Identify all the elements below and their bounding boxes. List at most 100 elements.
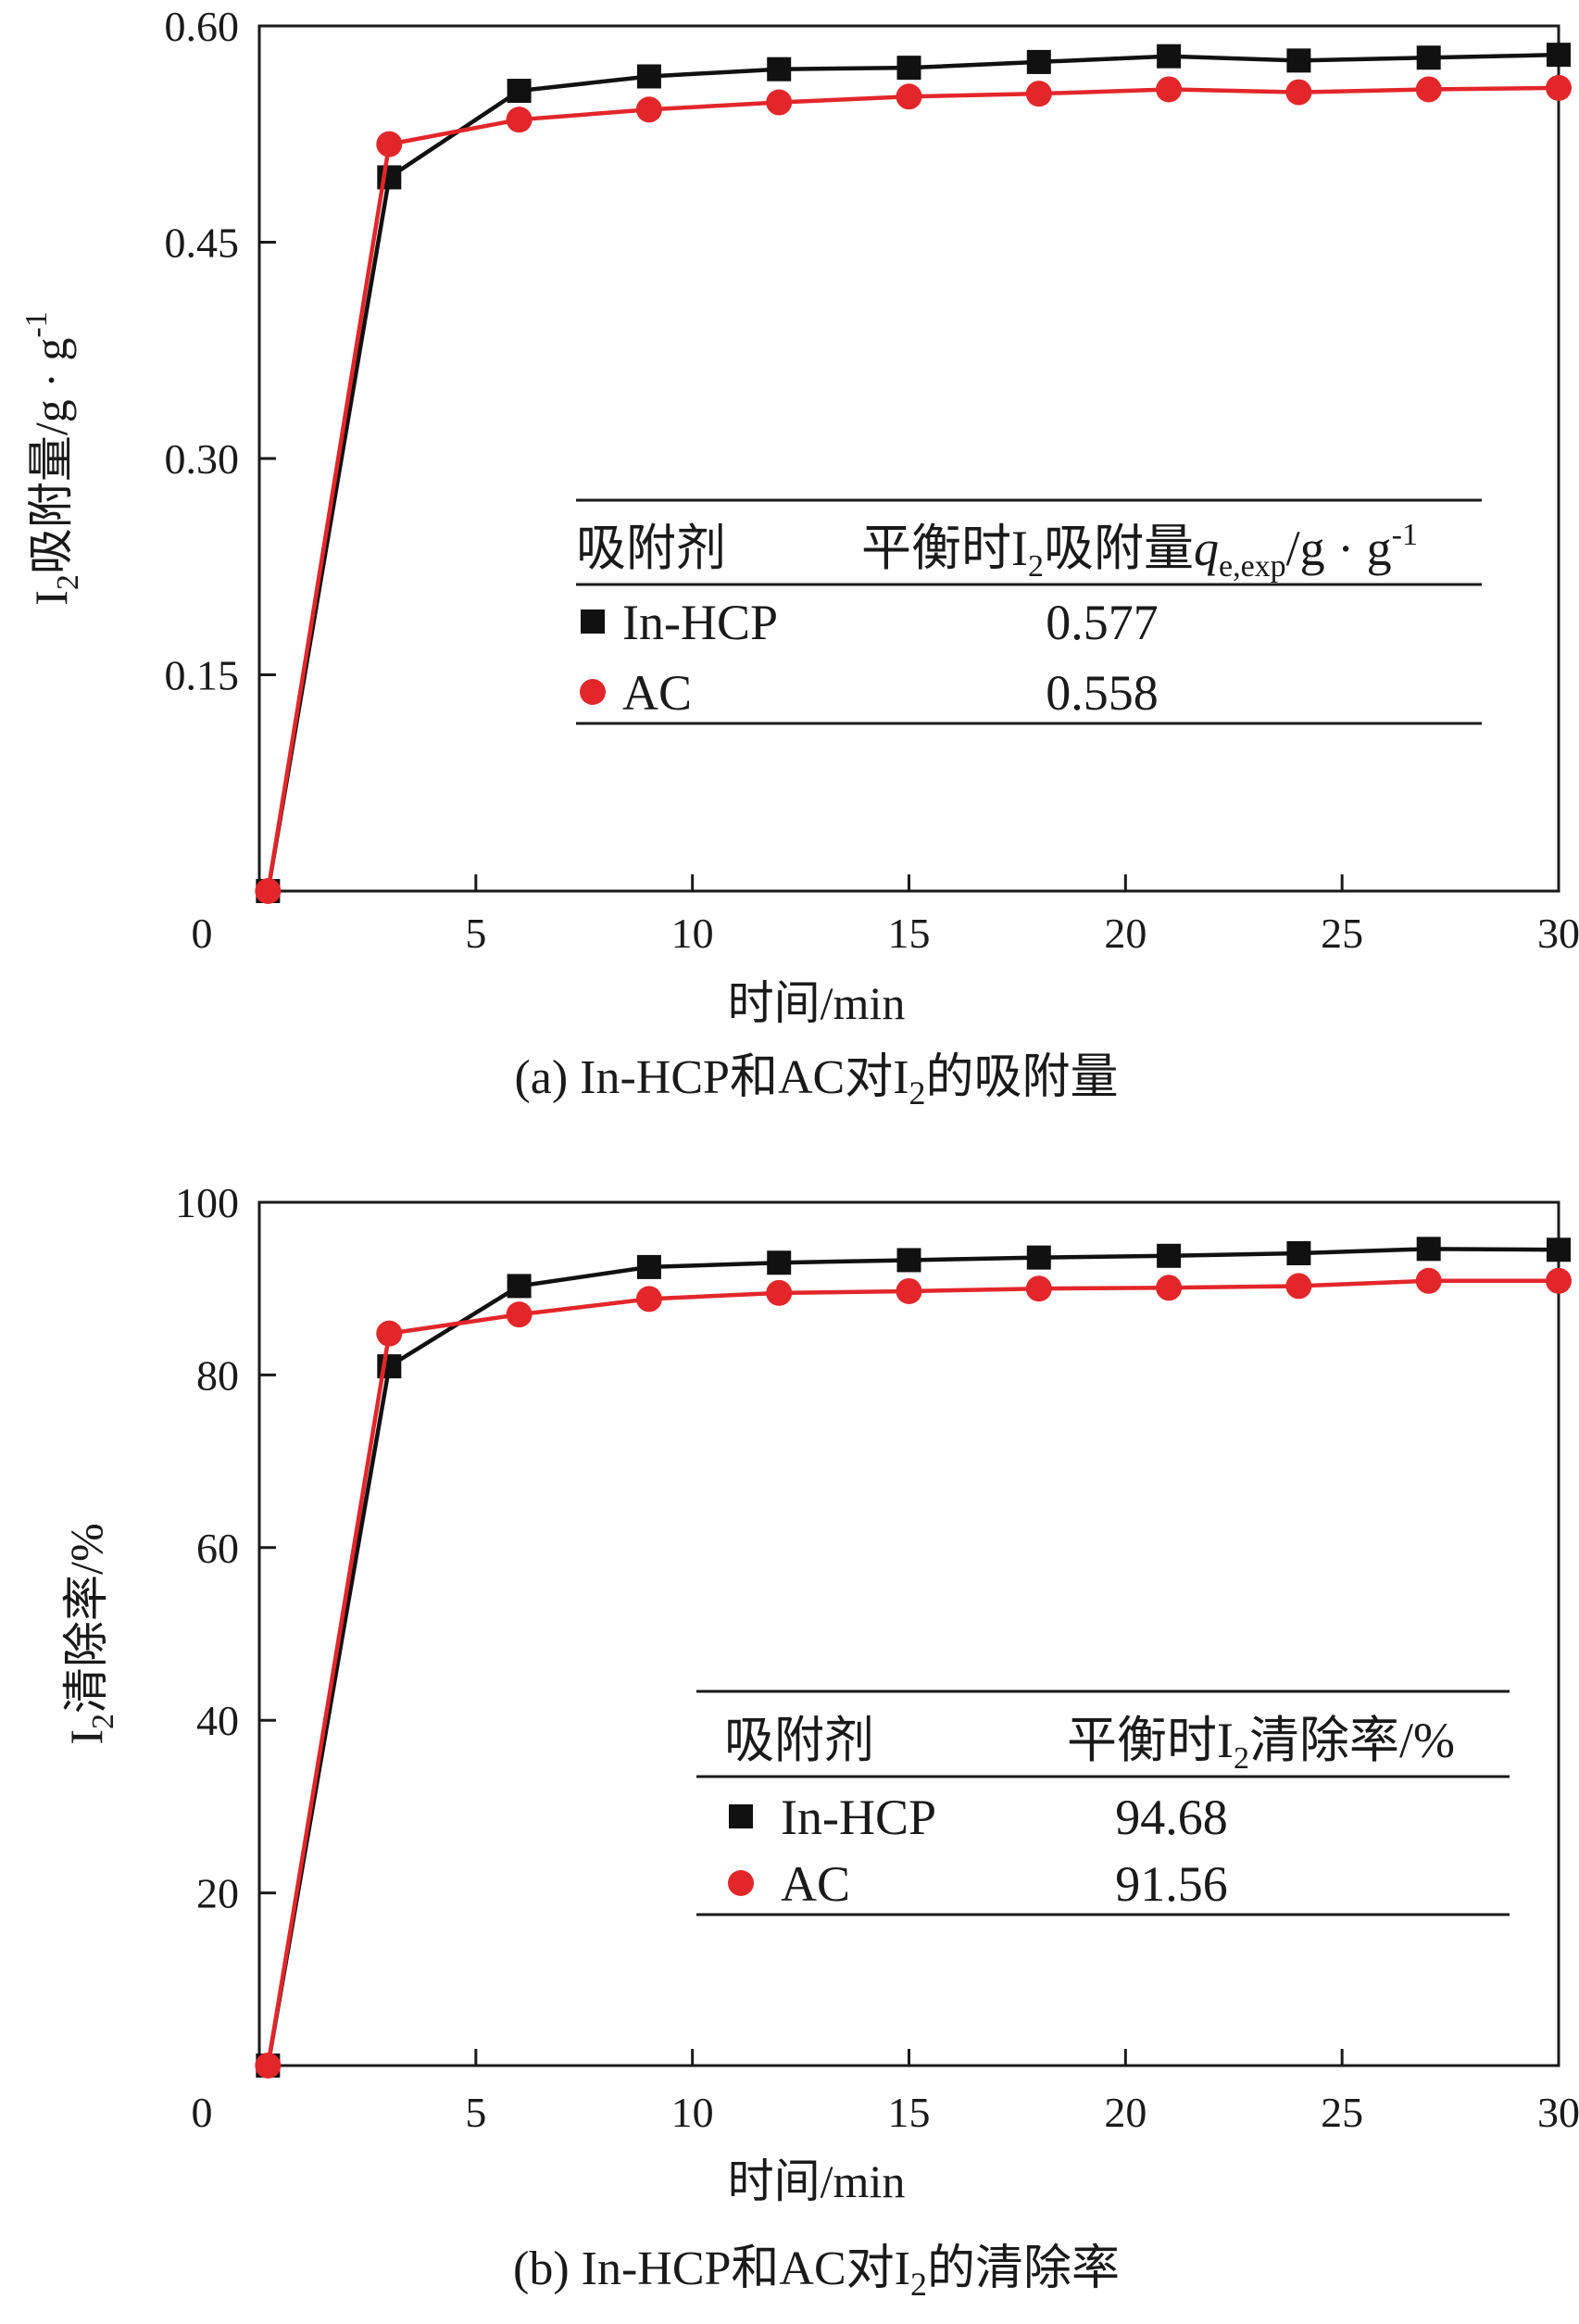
series-in-hcp xyxy=(256,1237,1571,2078)
figure-caption: (a) In-HCP和AC对I2的吸附量 xyxy=(514,1051,1118,1112)
data-point xyxy=(1026,1245,1051,1270)
data-point xyxy=(635,96,662,123)
x-tick-label: 30 xyxy=(1537,2089,1579,2136)
x-tick-label: 30 xyxy=(1537,910,1579,957)
data-point xyxy=(1285,1273,1312,1300)
x-tick-label: 25 xyxy=(1321,910,1363,957)
y-tick-label: 60 xyxy=(196,1525,239,1572)
plot-frame xyxy=(257,1200,1560,2067)
series-line xyxy=(266,1247,1560,2066)
series-line xyxy=(266,1278,1559,2066)
series-line xyxy=(266,52,1560,892)
legend-row-value: 91.56 xyxy=(1115,1856,1228,1912)
data-point xyxy=(1026,49,1051,74)
data-point xyxy=(896,83,922,110)
legend-row-name: In-HCP xyxy=(622,595,778,650)
data-point xyxy=(1416,1237,1441,1262)
y-tick-label: 40 xyxy=(196,1697,239,1744)
legend-header-left: 吸附剂 xyxy=(724,1713,874,1768)
x-axis-title: 时间/min xyxy=(728,977,906,1029)
legend-marker-square xyxy=(729,1804,753,1828)
data-point xyxy=(1546,1267,1572,1294)
data-point xyxy=(376,1320,403,1347)
data-point xyxy=(255,2053,282,2079)
data-point xyxy=(1416,45,1441,70)
legend-row-value: 94.68 xyxy=(1115,1790,1228,1845)
data-point xyxy=(507,1274,532,1299)
data-point xyxy=(1025,1275,1052,1302)
series-line xyxy=(266,85,1560,892)
legend-row-name: AC xyxy=(781,1856,850,1912)
data-point xyxy=(766,1279,793,1306)
series-in-hcp xyxy=(256,43,1571,903)
series-ac xyxy=(255,74,1572,904)
legend-header-right: 平衡时I2清除率/% xyxy=(1067,1713,1455,1776)
data-point xyxy=(635,1286,662,1313)
y-tick-label: 100 xyxy=(175,1179,239,1226)
data-point xyxy=(1157,1243,1182,1268)
origin-label: 0 xyxy=(192,910,213,957)
legend-table: 吸附剂 平衡时I2吸附量qe,exp/g · g-1 In-HCP 0.577 AC 0.… xyxy=(576,498,1482,725)
data-point xyxy=(896,1277,922,1304)
legend-row-value: 0.577 xyxy=(1046,595,1159,650)
data-point xyxy=(255,878,282,904)
data-point xyxy=(636,1254,661,1279)
data-point xyxy=(506,107,533,133)
y-axis-title: I2吸附量/g · g-1 xyxy=(19,311,85,606)
x-tick-label: 5 xyxy=(465,2089,486,2136)
y-tick-label: 80 xyxy=(196,1351,239,1399)
data-point xyxy=(1547,43,1571,68)
y-tick-label: 0.15 xyxy=(165,652,240,699)
data-point xyxy=(1286,48,1311,73)
chart-panel-a: 5 10 15 20 25 30 0 0.15 0.30 0.45 0.60 吸附剂 平衡时I2吸附量q… xyxy=(19,3,1579,1112)
legend-marker-circle xyxy=(580,679,606,705)
y-tick-label: 20 xyxy=(196,1870,239,1917)
data-point xyxy=(507,79,532,104)
data-point xyxy=(506,1301,533,1328)
data-point xyxy=(1547,1237,1571,1262)
data-point xyxy=(1285,79,1312,106)
data-point xyxy=(1156,1275,1183,1301)
data-point xyxy=(376,131,403,157)
y-tick-label: 0.60 xyxy=(165,3,240,50)
x-tick-label: 10 xyxy=(671,910,714,957)
legend-marker-square xyxy=(581,609,605,634)
figure-caption: (b) In-HCP和AC对I2的清除率 xyxy=(513,2242,1120,2303)
data-point xyxy=(896,1248,921,1273)
x-tick-label: 5 xyxy=(465,910,486,957)
legend-row-value: 0.558 xyxy=(1046,665,1159,721)
y-tick-label: 0.45 xyxy=(165,220,240,267)
data-point xyxy=(767,1250,792,1275)
x-tick-label: 10 xyxy=(671,2089,714,2136)
data-point xyxy=(1156,76,1183,103)
data-point xyxy=(767,57,792,82)
data-point xyxy=(1286,1240,1311,1265)
x-tick-label: 20 xyxy=(1104,2089,1147,2136)
data-point xyxy=(1546,74,1572,101)
data-point xyxy=(766,89,793,116)
x-tick-label: 15 xyxy=(888,910,931,957)
legend-header-left: 吸附剂 xyxy=(576,521,726,576)
legend-header-right: 平衡时I2吸附量qe,exp/g · g-1 xyxy=(861,518,1418,584)
data-point xyxy=(896,56,921,81)
chart-panel-b: 5 10 15 20 25 30 0 20 40 60 80 100 吸附剂 平衡时I2清除率/% In-H… xyxy=(60,1179,1579,2303)
x-tick-label: 15 xyxy=(888,2089,931,2136)
data-point xyxy=(636,64,661,89)
data-point xyxy=(1157,44,1182,69)
data-point xyxy=(1025,81,1052,107)
x-axis-title: 时间/min xyxy=(728,2155,906,2207)
data-point xyxy=(1415,76,1442,103)
legend-row-name: AC xyxy=(622,665,692,721)
legend-marker-circle xyxy=(728,1870,754,1896)
legend-table: 吸附剂 平衡时I2清除率/% In-HCP 94.68 AC 91.56 xyxy=(696,1690,1510,1916)
legend-row-name: In-HCP xyxy=(781,1790,936,1845)
y-axis-title: I2清除率/% xyxy=(60,1523,120,1744)
origin-label: 0 xyxy=(192,2089,213,2136)
y-tick-label: 0.30 xyxy=(165,435,240,483)
series-ac xyxy=(255,1267,1572,2079)
plot-frame xyxy=(257,24,1560,893)
data-point xyxy=(1415,1267,1442,1294)
x-tick-label: 25 xyxy=(1321,2089,1363,2136)
x-tick-label: 20 xyxy=(1104,910,1147,957)
